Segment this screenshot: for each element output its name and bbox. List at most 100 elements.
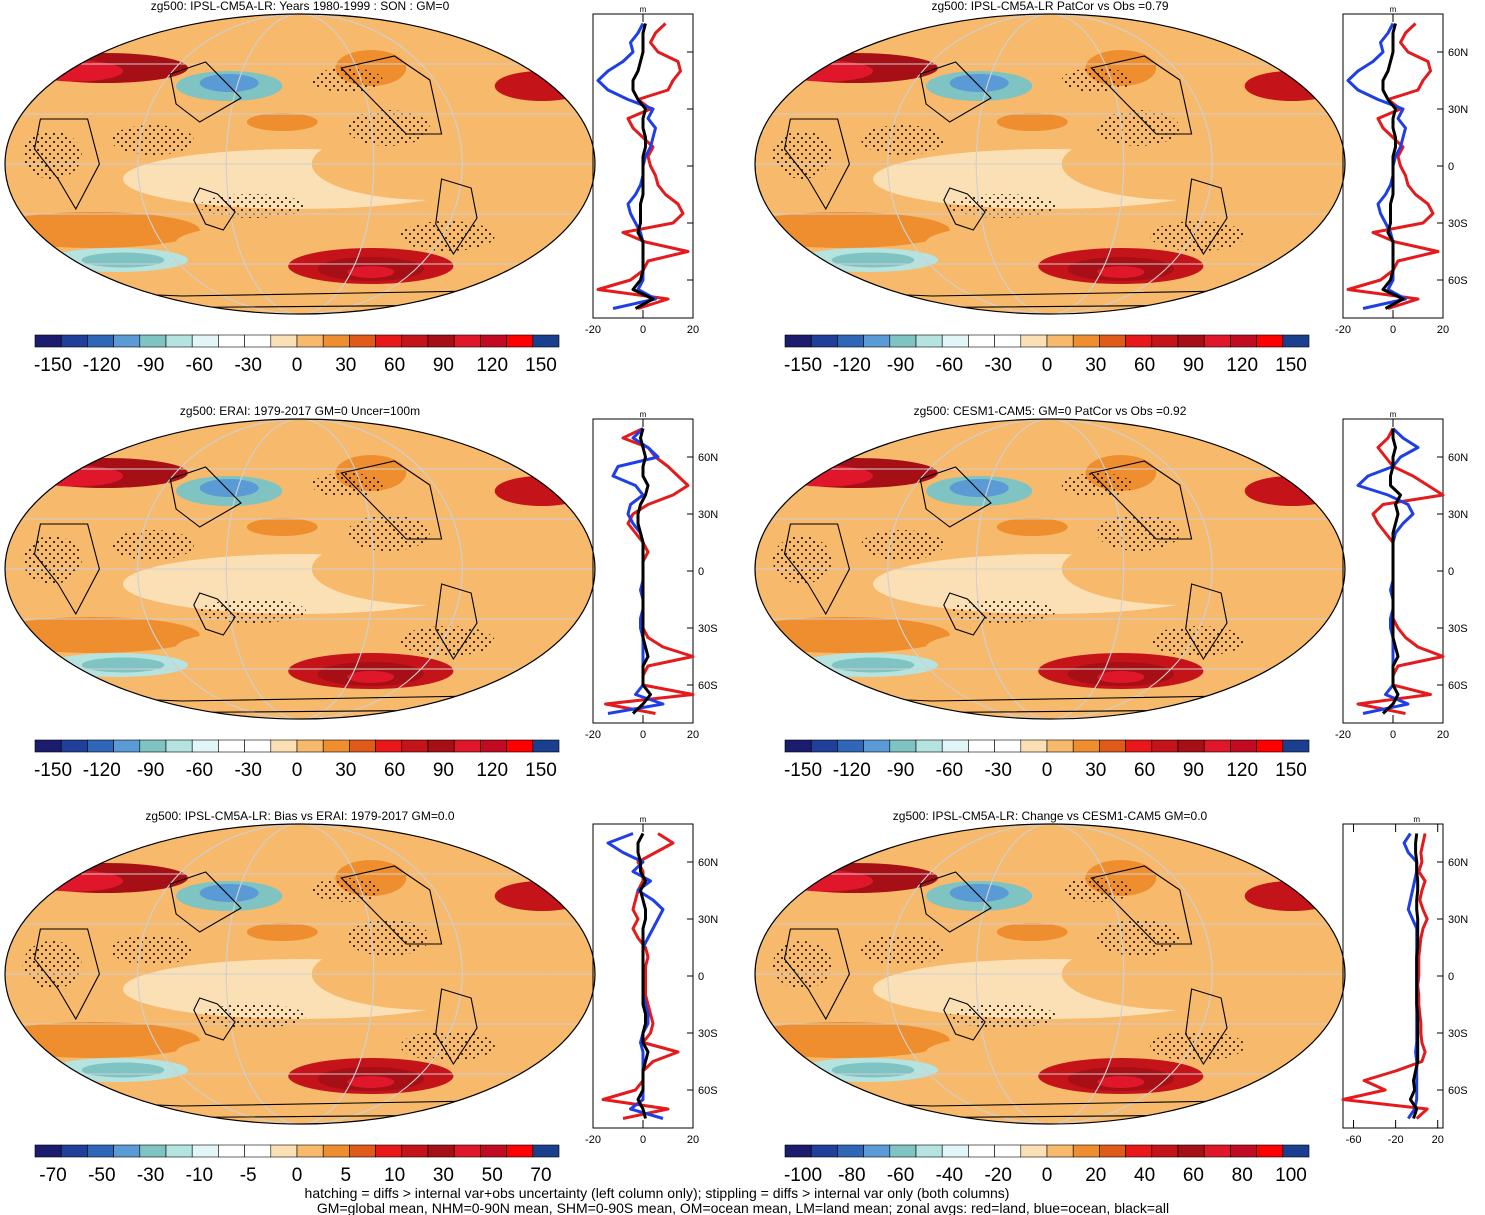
stippling: [347, 110, 430, 146]
colorbar-label: -150: [34, 760, 72, 781]
colorbar-label: -120: [833, 355, 871, 376]
graticule-lon: [225, 824, 375, 1124]
colorbar-label: 90: [433, 760, 454, 781]
profile-tick-label: 0: [640, 1134, 646, 1146]
colorbar-swatch: [863, 1144, 891, 1158]
colorbar-label: 30: [1085, 355, 1106, 376]
coastline: [435, 583, 478, 661]
colorbar-swatch: [322, 1144, 350, 1158]
colorbar-swatch: [532, 1144, 560, 1158]
field-contour: [1244, 881, 1340, 911]
stippling: [1061, 473, 1133, 497]
colorbar-swatch: [427, 334, 455, 348]
stippling: [1061, 878, 1133, 902]
lat-label: 60S: [1448, 680, 1468, 692]
profile-line-all: [1408, 833, 1420, 1119]
profile-units: m: [640, 5, 647, 14]
stippling: [22, 536, 82, 584]
coastline: [340, 55, 443, 135]
colorbar-swatch: [994, 739, 1022, 753]
colorbar-label: 60: [1183, 1165, 1204, 1186]
colorbar-swatch: [113, 739, 141, 753]
colorbar-swatch: [1177, 1144, 1205, 1158]
colorbar-swatch: [191, 334, 219, 348]
colorbar-label: 120: [1226, 760, 1258, 781]
colorbar-label: 30: [1085, 760, 1106, 781]
map-field: [755, 14, 1345, 314]
colorbar-label: -30: [984, 355, 1011, 376]
colorbar-swatch: [401, 739, 429, 753]
field-contour: [81, 657, 165, 673]
coastline: [340, 865, 443, 945]
coastline: [193, 997, 236, 1041]
profile-tick-label: 0: [640, 324, 646, 336]
stippling: [347, 515, 430, 551]
colorbar-swatch: [810, 739, 838, 753]
stippling: [400, 221, 495, 251]
colorbar-swatch: [165, 334, 193, 348]
colorbar-label: 80: [1232, 1165, 1253, 1186]
stippling: [772, 536, 832, 584]
profile-units: m: [1390, 5, 1397, 14]
graticule-lon: [975, 824, 1125, 1124]
lat-label: 60S: [1448, 275, 1468, 287]
graticule-lon: [887, 419, 1213, 719]
profile-units: m: [1390, 410, 1397, 419]
colorbar-swatch: [1256, 334, 1284, 348]
colorbar-label: -90: [887, 760, 914, 781]
colorbar-label: 5: [341, 1165, 352, 1186]
colorbar-label: -60: [887, 1165, 914, 1186]
map-border: [754, 13, 1346, 315]
lat-label: 0: [698, 566, 704, 578]
graticule-lon: [137, 419, 463, 719]
graticule-lon: [225, 419, 375, 719]
profile-tick-label: 20: [1437, 729, 1449, 741]
graticule-lon: [137, 14, 463, 314]
colorbar-swatch: [1020, 334, 1048, 348]
colorbar-swatch: [1203, 1144, 1231, 1158]
colorbar-swatch: [837, 334, 864, 348]
lat-label: 30S: [698, 623, 718, 635]
lat-label: 60N: [698, 857, 718, 869]
colorbar-swatch: [837, 739, 864, 753]
colorbar-swatch: [296, 334, 324, 348]
colorbar-swatch: [244, 334, 272, 348]
lat-label: 30N: [698, 104, 718, 116]
stippling: [199, 194, 306, 218]
colorbar-swatch: [453, 739, 481, 753]
stippling: [111, 530, 194, 560]
colorbar-swatch: [349, 1144, 376, 1158]
coastline: [169, 61, 242, 123]
profile-line-all: [1381, 428, 1402, 715]
colorbar-swatch: [1230, 739, 1257, 753]
panel-4: zg500: CESM1-CAM5: GM=0 PatCor vs Obs =0…: [754, 404, 1468, 781]
lat-label: 0: [698, 971, 704, 983]
colorbar-label: 100: [1275, 1165, 1307, 1186]
colorbar-label: 60: [384, 355, 405, 376]
colorbar-label: 150: [525, 760, 557, 781]
colorbar-swatch: [375, 334, 403, 348]
field-contour: [1244, 71, 1340, 101]
colorbar-swatch: [1125, 739, 1153, 753]
profile-units: m: [640, 815, 647, 824]
colorbar-label: 30: [335, 760, 356, 781]
lat-label: 60N: [698, 452, 718, 464]
coastline: [783, 118, 850, 211]
colorbar-swatch: [218, 334, 245, 348]
field-contour: [1244, 476, 1340, 506]
colorbar-label: 120: [476, 760, 508, 781]
lat-label: 60N: [1448, 857, 1468, 869]
map-field: [755, 824, 1345, 1124]
coastline: [33, 118, 100, 211]
colorbar-swatch: [1072, 1144, 1100, 1158]
colorbar-label: 70: [530, 1165, 551, 1186]
map-title: zg500: IPSL-CM5A-LR: Bias vs ERAI: 1979-…: [145, 809, 454, 823]
coastline: [943, 997, 986, 1041]
graticule-lon: [137, 824, 463, 1124]
colorbar-label: 0: [1042, 1165, 1053, 1186]
profile-tick-label: 20: [1432, 1134, 1444, 1146]
colorbar-label: -30: [984, 760, 1011, 781]
colorbar-swatch: [322, 334, 350, 348]
colorbar-swatch: [244, 1144, 272, 1158]
colorbar-label: 0: [292, 760, 303, 781]
